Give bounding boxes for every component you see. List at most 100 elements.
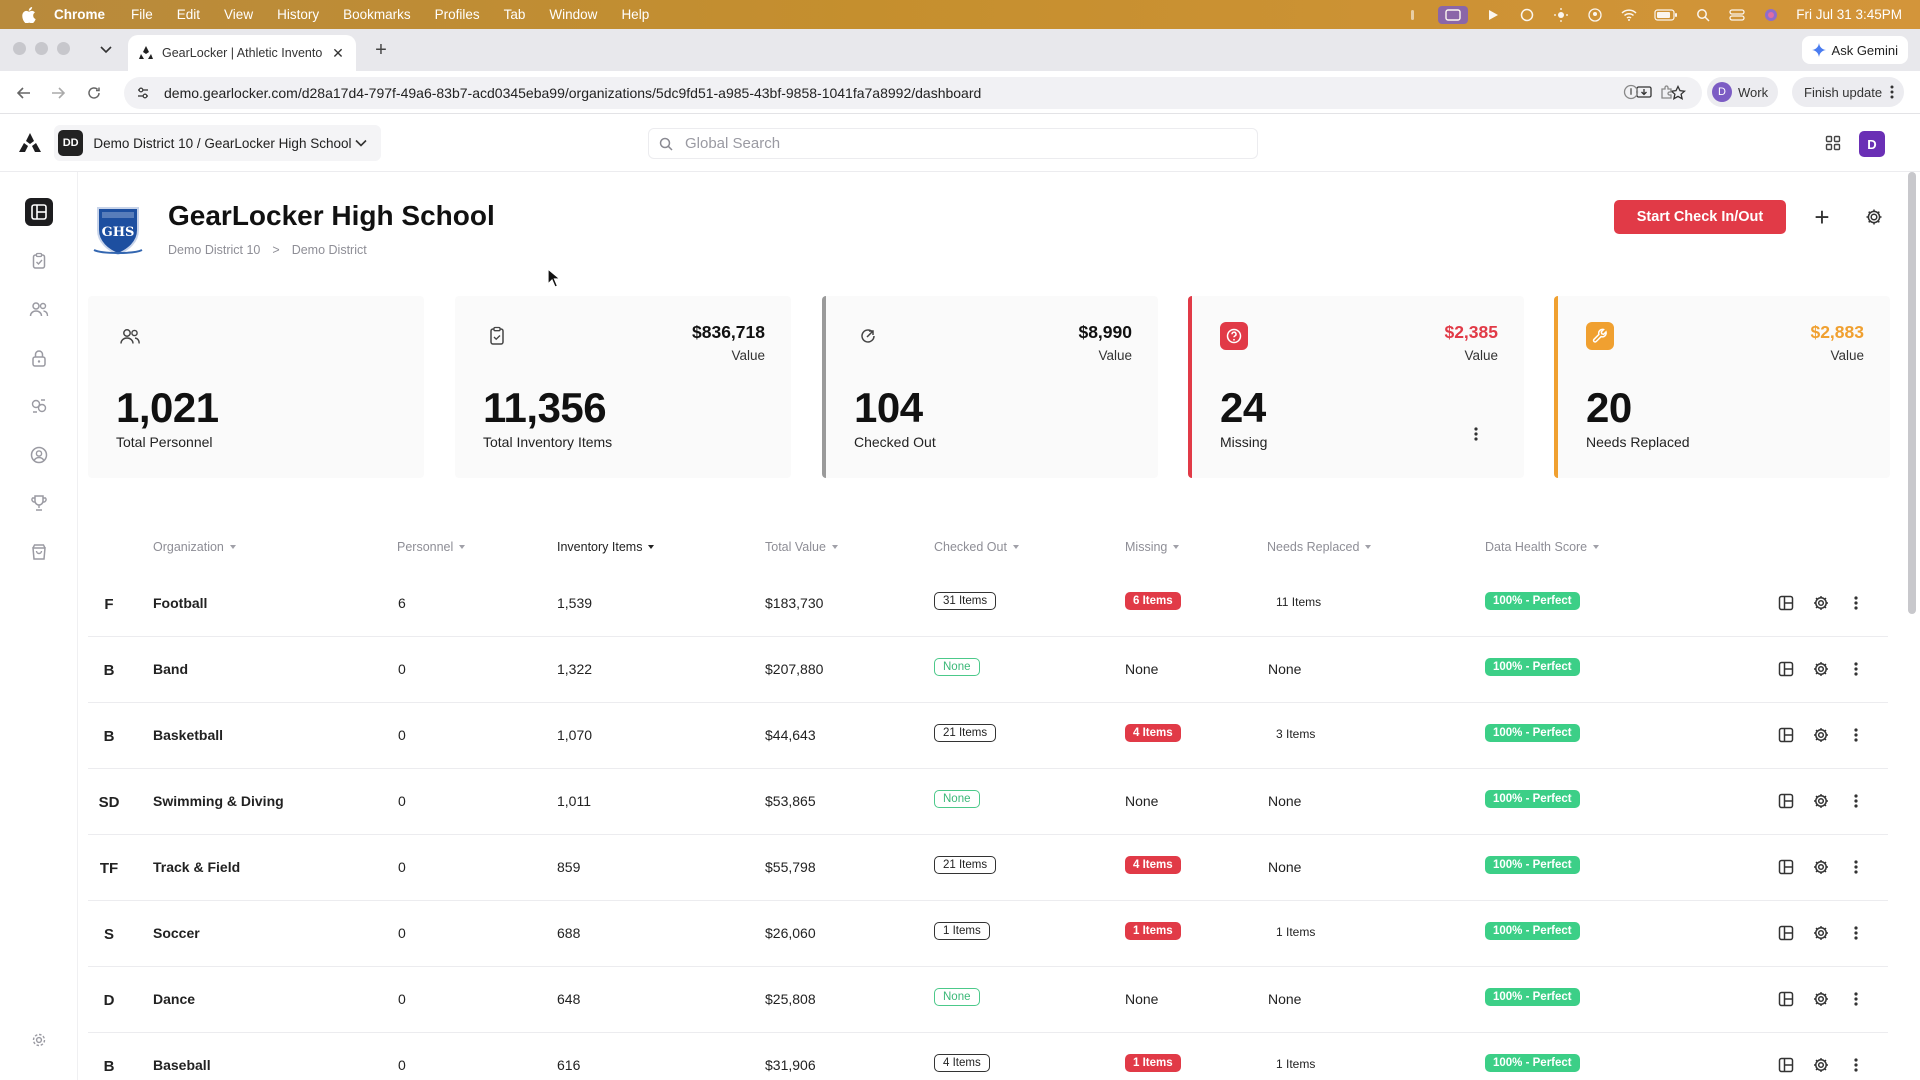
missing-badge[interactable]: 4 Items xyxy=(1125,724,1181,742)
view-panel-icon[interactable] xyxy=(1776,857,1796,877)
row-settings-gear-icon[interactable] xyxy=(1811,659,1831,679)
page-scrollbar[interactable] xyxy=(1908,172,1916,614)
stat-card-needs-replaced[interactable]: $2,883 Value 20 Needs Replaced xyxy=(1554,296,1890,478)
row-more-kebab-icon[interactable] xyxy=(1846,659,1866,679)
column-header-needs-replaced[interactable]: Needs Replaced xyxy=(1267,540,1372,554)
forward-arrow-icon[interactable] xyxy=(46,81,70,105)
needs-replaced-cell[interactable]: 1 Items xyxy=(1276,1057,1316,1071)
siri-icon[interactable] xyxy=(1762,8,1780,22)
view-panel-icon[interactable] xyxy=(1776,725,1796,745)
table-row[interactable]: SD Swimming & Diving 0 1,011 $53,865 None None… xyxy=(88,769,1888,835)
menu-help[interactable]: Help xyxy=(621,7,650,22)
sidebar-item-inventory-clipboard-icon[interactable] xyxy=(25,247,53,275)
checked-out-badge[interactable]: 21 Items xyxy=(934,724,997,742)
table-row[interactable]: D Dance 0 648 $25,808 None None None 100% - Perf… xyxy=(88,967,1888,1033)
checked-out-badge[interactable]: 1 Items xyxy=(934,922,990,940)
view-panel-icon[interactable] xyxy=(1776,593,1796,613)
table-row[interactable]: S Soccer 0 688 $26,060 1 Items 1 Items 1 Items 1… xyxy=(88,901,1888,967)
apps-grid-icon[interactable] xyxy=(1822,132,1844,154)
org-name[interactable]: Track & Field xyxy=(153,859,241,875)
column-header-missing[interactable]: Missing xyxy=(1125,540,1180,554)
row-settings-gear-icon[interactable] xyxy=(1811,857,1831,877)
menu-clock[interactable]: Fri Jul 31 3:45PM xyxy=(1796,7,1902,22)
user-avatar[interactable]: D xyxy=(1859,131,1885,157)
play-icon[interactable] xyxy=(1484,8,1502,22)
missing-badge[interactable]: 1 Items xyxy=(1125,922,1181,940)
row-settings-gear-icon[interactable] xyxy=(1811,989,1831,1009)
checked-out-badge[interactable]: 31 Items xyxy=(934,592,997,610)
password-extension-icon[interactable] xyxy=(1620,81,1642,103)
row-more-kebab-icon[interactable] xyxy=(1846,725,1866,745)
row-settings-gear-icon[interactable] xyxy=(1811,593,1831,613)
breadcrumb-demo-district[interactable]: Demo District xyxy=(291,243,367,257)
screen-share-icon[interactable] xyxy=(1438,5,1469,24)
column-header-data-health-score[interactable]: Data Health Score xyxy=(1485,540,1600,554)
org-name[interactable]: Football xyxy=(153,595,208,611)
column-header-organization[interactable]: Organization xyxy=(153,540,236,554)
address-bar[interactable]: demo.gearlocker.com/d28a17d4-797f-49a6-8… xyxy=(124,77,1702,109)
sidebar-item-reports-icon[interactable] xyxy=(25,392,53,420)
missing-badge[interactable]: 4 Items xyxy=(1125,856,1181,874)
start-check-in-out-button[interactable]: Start Check In/Out xyxy=(1614,200,1786,234)
row-more-kebab-icon[interactable] xyxy=(1846,791,1866,811)
row-more-kebab-icon[interactable] xyxy=(1846,923,1866,943)
sun-icon[interactable] xyxy=(1552,7,1570,22)
profile-chip[interactable]: D Work xyxy=(1707,77,1779,107)
needs-replaced-cell[interactable]: 3 Items xyxy=(1276,727,1316,741)
row-settings-gear-icon[interactable] xyxy=(1811,1055,1831,1075)
org-name[interactable]: Dance xyxy=(153,991,196,1007)
missing-badge[interactable]: 6 Items xyxy=(1125,592,1181,610)
sidebar-item-trophy-icon[interactable] xyxy=(25,489,53,517)
stat-card-total-inventory[interactable]: $836,718 Value 11,356 Total Inventory It… xyxy=(455,296,791,478)
needs-replaced-cell[interactable]: 1 Items xyxy=(1276,925,1316,939)
column-header-total-value[interactable]: Total Value xyxy=(765,540,838,554)
circle-status-icon[interactable] xyxy=(1518,8,1536,22)
gearlocker-logo-icon[interactable] xyxy=(18,132,42,154)
sidebar-item-dashboard-icon[interactable] xyxy=(25,198,53,226)
battery-icon[interactable] xyxy=(1654,8,1678,22)
menu-file[interactable]: File xyxy=(131,7,153,22)
view-panel-icon[interactable] xyxy=(1776,923,1796,943)
menu-profiles[interactable]: Profiles xyxy=(434,7,480,22)
control-center-icon[interactable] xyxy=(1728,8,1746,22)
missing-badge[interactable]: 1 Items xyxy=(1125,1054,1181,1072)
sidebar-item-store-bag-icon[interactable] xyxy=(25,538,53,566)
table-row[interactable]: TF Track & Field 0 859 $55,798 21 Items 4 Item… xyxy=(88,835,1888,901)
column-header-checked-out[interactable]: Checked Out xyxy=(934,540,1019,554)
zoom-window-button[interactable] xyxy=(57,42,70,55)
menu-window[interactable]: Window xyxy=(549,7,598,22)
menu-tab[interactable]: Tab xyxy=(503,7,526,22)
org-name[interactable]: Basketball xyxy=(153,727,224,743)
menu-app-name[interactable]: Chrome xyxy=(54,7,106,22)
row-more-kebab-icon[interactable] xyxy=(1846,989,1866,1009)
row-settings-gear-icon[interactable] xyxy=(1811,923,1831,943)
checked-out-badge[interactable]: 21 Items xyxy=(934,856,997,874)
user-status-icon[interactable] xyxy=(1586,7,1604,22)
finish-update-button[interactable]: Finish update xyxy=(1792,77,1905,107)
spotlight-search-icon[interactable] xyxy=(1694,8,1712,22)
extensions-puzzle-icon[interactable] xyxy=(1656,81,1678,103)
browser-tab-active[interactable]: GearLocker | Athletic Invento ✕ xyxy=(128,35,356,71)
stat-card-checked-out[interactable]: $8,990 Value 104 Checked Out xyxy=(822,296,1158,478)
reload-icon[interactable] xyxy=(82,81,106,105)
checked-out-badge[interactable]: 4 Items xyxy=(934,1054,990,1072)
row-more-kebab-icon[interactable] xyxy=(1846,857,1866,877)
card-more-kebab-icon[interactable] xyxy=(1468,424,1484,444)
new-tab-plus-icon[interactable]: + xyxy=(375,38,387,61)
view-panel-icon[interactable] xyxy=(1776,989,1796,1009)
menu-history[interactable]: History xyxy=(277,7,320,22)
table-row[interactable]: B Baseball 0 616 $31,906 4 Items 1 Items 1 Item… xyxy=(88,1033,1888,1080)
needs-replaced-cell[interactable]: 11 Items xyxy=(1276,595,1322,609)
bookmark-star-icon[interactable] xyxy=(1668,83,1688,103)
table-row[interactable]: F Football 6 1,539 $183,730 31 Items 6 Items 11… xyxy=(88,571,1888,637)
minimize-window-button[interactable] xyxy=(35,42,48,55)
menu-edit[interactable]: Edit xyxy=(176,7,201,22)
tab-search-chevron-icon[interactable] xyxy=(94,38,118,62)
add-plus-icon[interactable]: + xyxy=(1814,201,1830,232)
row-settings-gear-icon[interactable] xyxy=(1811,791,1831,811)
org-name[interactable]: Baseball xyxy=(153,1057,211,1073)
stat-card-total-personnel[interactable]: 1,021 Total Personnel xyxy=(88,296,424,478)
close-tab-icon[interactable]: ✕ xyxy=(332,44,344,61)
row-settings-gear-icon[interactable] xyxy=(1811,725,1831,745)
sidebar-settings-gear-icon[interactable] xyxy=(25,1026,53,1054)
